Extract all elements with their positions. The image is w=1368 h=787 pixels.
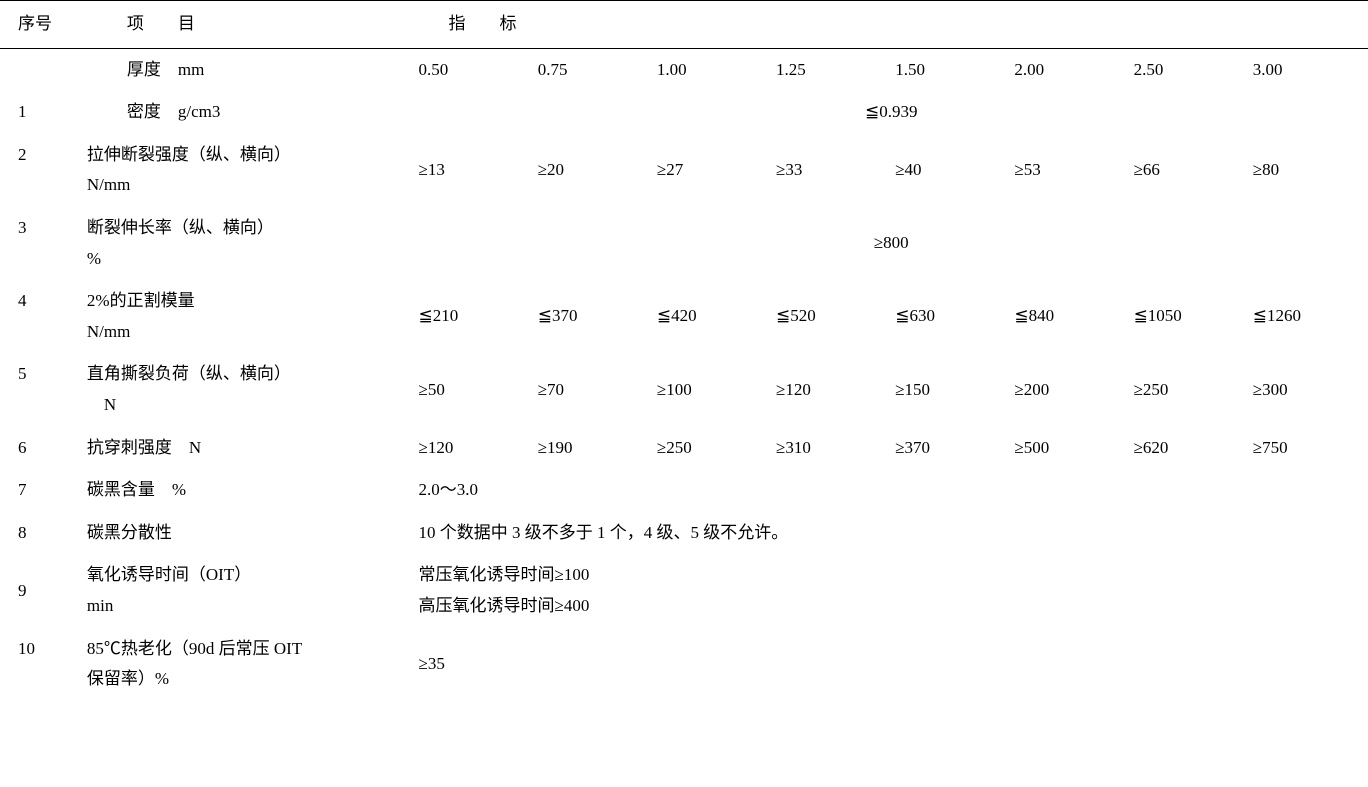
seq: 5 bbox=[0, 353, 83, 426]
row-2: 2 拉伸断裂强度（纵、横向） N/mm ≥13 ≥20 ≥27 ≥33 ≥40 … bbox=[0, 134, 1368, 207]
row-5: 5 直角撕裂负荷（纵、横向） N ≥50 ≥70 ≥100 ≥120 ≥150 … bbox=[0, 353, 1368, 426]
item-label: 碳黑含量 % bbox=[83, 469, 415, 512]
val: ≦210 bbox=[415, 280, 534, 353]
row-thickness: 厚度 mm 0.50 0.75 1.00 1.25 1.50 2.00 2.50… bbox=[0, 48, 1368, 91]
val: ≥33 bbox=[772, 134, 891, 207]
val: ≥150 bbox=[891, 353, 1010, 426]
th-val: 1.25 bbox=[772, 48, 891, 91]
th-val: 2.50 bbox=[1130, 48, 1249, 91]
row-1: 1 密度 g/cm3 ≦0.939 bbox=[0, 91, 1368, 134]
val: ≦1050 bbox=[1130, 280, 1249, 353]
val: ≦420 bbox=[653, 280, 772, 353]
seq: 8 bbox=[0, 512, 83, 555]
row-8: 8 碳黑分散性 10 个数据中 3 级不多于 1 个，4 级、5 级不允许。 bbox=[0, 512, 1368, 555]
val: ≥120 bbox=[772, 353, 891, 426]
item-label: 断裂伸长率（纵、横向） % bbox=[83, 207, 415, 280]
row-6: 6 抗穿刺强度 N ≥120 ≥190 ≥250 ≥310 ≥370 ≥500 … bbox=[0, 427, 1368, 470]
item-label: 85℃热老化（90d 后常压 OIT 保留率）% bbox=[83, 628, 415, 701]
hdr-item: 项 目 bbox=[83, 1, 415, 49]
thickness-label: 厚度 mm bbox=[83, 48, 415, 91]
val: ≥40 bbox=[891, 134, 1010, 207]
val: ≥80 bbox=[1249, 134, 1368, 207]
val: ≥310 bbox=[772, 427, 891, 470]
th-val: 1.50 bbox=[891, 48, 1010, 91]
val: ≥250 bbox=[1130, 353, 1249, 426]
th-val: 3.00 bbox=[1249, 48, 1368, 91]
val: ≥750 bbox=[1249, 427, 1368, 470]
seq: 2 bbox=[0, 134, 83, 207]
val: ≥250 bbox=[653, 427, 772, 470]
item-label: 碳黑分散性 bbox=[83, 512, 415, 555]
seq: 4 bbox=[0, 280, 83, 353]
seq: 10 bbox=[0, 628, 83, 701]
table-header: 序号 项 目 指 标 bbox=[0, 1, 1368, 49]
item-label: 氧化诱导时间（OIT） min bbox=[83, 554, 415, 627]
item-label: 2%的正割模量 N/mm bbox=[83, 280, 415, 353]
val: ≥120 bbox=[415, 427, 534, 470]
val: ≦840 bbox=[1010, 280, 1129, 353]
merged-val: 常压氧化诱导时间≥100 高压氧化诱导时间≥400 bbox=[415, 554, 1368, 627]
item-label: 密度 g/cm3 bbox=[83, 91, 415, 134]
val: ≥13 bbox=[415, 134, 534, 207]
row-3: 3 断裂伸长率（纵、横向） % ≥800 bbox=[0, 207, 1368, 280]
seq: 1 bbox=[0, 91, 83, 134]
row-7: 7 碳黑含量 % 2.0～3.0 bbox=[0, 469, 1368, 512]
th-val: 2.00 bbox=[1010, 48, 1129, 91]
th-val: 1.00 bbox=[653, 48, 772, 91]
val: ≦520 bbox=[772, 280, 891, 353]
hdr-seq: 序号 bbox=[0, 1, 83, 49]
merged-val: 10 个数据中 3 级不多于 1 个，4 级、5 级不允许。 bbox=[415, 512, 1368, 555]
val: ≥100 bbox=[653, 353, 772, 426]
val: ≦1260 bbox=[1249, 280, 1368, 353]
val: ≥20 bbox=[534, 134, 653, 207]
item-label: 直角撕裂负荷（纵、横向） N bbox=[83, 353, 415, 426]
hdr-spec: 指 标 bbox=[415, 1, 653, 49]
seq: 6 bbox=[0, 427, 83, 470]
seq: 3 bbox=[0, 207, 83, 280]
val: ≥190 bbox=[534, 427, 653, 470]
row-9: 9 氧化诱导时间（OIT） min 常压氧化诱导时间≥100 高压氧化诱导时间≥… bbox=[0, 554, 1368, 627]
item-label: 拉伸断裂强度（纵、横向） N/mm bbox=[83, 134, 415, 207]
merged-val: ≦0.939 bbox=[415, 91, 1368, 134]
val: ≥70 bbox=[534, 353, 653, 426]
spec-table: 序号 项 目 指 标 厚度 mm 0.50 0.75 1.00 1.25 1.5… bbox=[0, 0, 1368, 701]
item-label: 抗穿刺强度 N bbox=[83, 427, 415, 470]
merged-val: 2.0～3.0 bbox=[415, 469, 1368, 512]
val: ≥300 bbox=[1249, 353, 1368, 426]
seq: 9 bbox=[0, 554, 83, 627]
th-val: 0.75 bbox=[534, 48, 653, 91]
row-10: 10 85℃热老化（90d 后常压 OIT 保留率）% ≥35 bbox=[0, 628, 1368, 701]
val: ≥620 bbox=[1130, 427, 1249, 470]
merged-val: ≥35 bbox=[415, 628, 1368, 701]
val: ≦630 bbox=[891, 280, 1010, 353]
val: ≦370 bbox=[534, 280, 653, 353]
val: ≥500 bbox=[1010, 427, 1129, 470]
val: ≥370 bbox=[891, 427, 1010, 470]
val: ≥50 bbox=[415, 353, 534, 426]
val: ≥66 bbox=[1130, 134, 1249, 207]
seq: 7 bbox=[0, 469, 83, 512]
row-4: 4 2%的正割模量 N/mm ≦210 ≦370 ≦420 ≦520 ≦630 … bbox=[0, 280, 1368, 353]
val: ≥27 bbox=[653, 134, 772, 207]
th-val: 0.50 bbox=[415, 48, 534, 91]
val: ≥53 bbox=[1010, 134, 1129, 207]
merged-val: ≥800 bbox=[415, 207, 1368, 280]
val: ≥200 bbox=[1010, 353, 1129, 426]
